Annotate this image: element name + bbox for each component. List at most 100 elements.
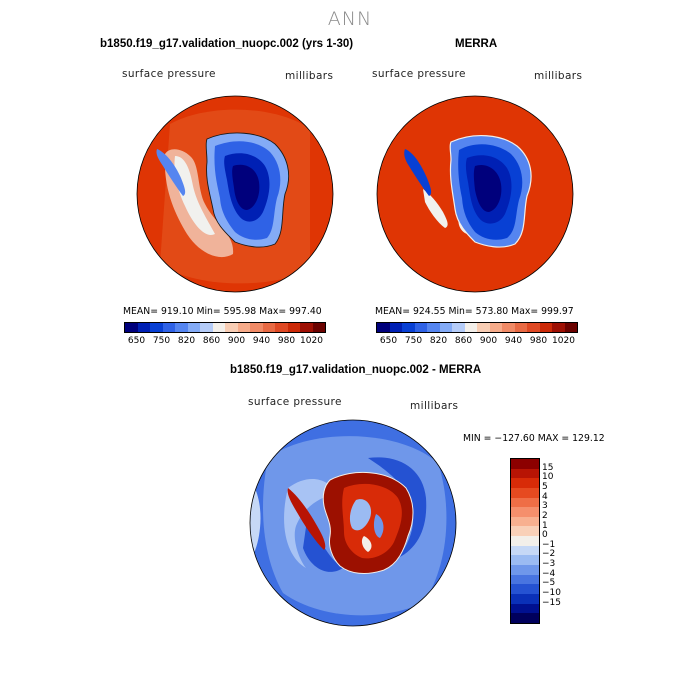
diff-colorbar-swatch (511, 613, 539, 623)
obs-colorbar-swatch (414, 323, 427, 332)
diff-colorbar-tick-label: 10 (542, 472, 554, 483)
diff-colorbar-tick-label: 4 (542, 491, 548, 502)
model-colorbar-swatch (275, 323, 288, 332)
model-colorbar (124, 322, 326, 333)
diff-colorbar-swatch (511, 507, 539, 517)
model-colorbar-swatch (137, 323, 150, 332)
obs-colorbar-swatch (502, 323, 515, 332)
obs-colorbar-tick-label: 1020 (552, 336, 575, 346)
obs-colorbar-tick-label: 900 (479, 336, 498, 346)
obs-colorbar-swatch (564, 323, 577, 332)
model-colorbar-swatch (287, 323, 300, 332)
obs-variable-label: surface pressure (372, 68, 466, 80)
diff-colorbar-tick-label: −4 (542, 568, 556, 579)
diff-min-max: MIN = −127.60 MAX = 129.12 (463, 433, 605, 444)
model-colorbar-swatch (150, 323, 163, 332)
model-colorbar-swatch (262, 323, 275, 332)
model-colorbar-swatch (312, 323, 325, 332)
obs-colorbar-swatch (527, 323, 540, 332)
obs-colorbar-swatch (489, 323, 502, 332)
obs-colorbar-swatch (439, 323, 452, 332)
obs-colorbar-swatch (389, 323, 402, 332)
obs-colorbar-swatch (464, 323, 477, 332)
model-colorbar-swatch (237, 323, 250, 332)
obs-panel-title: MERRA (455, 38, 498, 50)
obs-colorbar-swatch (552, 323, 565, 332)
obs-polar-map (376, 95, 574, 293)
diff-colorbar-swatch (511, 487, 539, 498)
obs-colorbar-tick-label: 750 (404, 336, 423, 346)
model-colorbar-tick-label: 980 (277, 336, 296, 346)
diff-colorbar-swatch (511, 536, 539, 546)
obs-colorbar-swatch (427, 323, 440, 332)
obs-units-label: millibars (534, 70, 583, 82)
model-colorbar-swatch (162, 323, 175, 332)
model-colorbar-tick-label: 1020 (300, 336, 323, 346)
diff-colorbar-swatch (511, 526, 539, 537)
diff-colorbar-tick-label: −10 (542, 588, 561, 599)
model-colorbar-tick-label: 650 (127, 336, 146, 346)
diff-colorbar-swatch (511, 497, 539, 508)
model-variable-label: surface pressure (122, 68, 216, 80)
model-colorbar-swatch (250, 323, 263, 332)
obs-stats: MEAN= 924.55 Min= 573.80 Max= 999.97 (375, 306, 574, 317)
model-colorbar-swatch (300, 323, 313, 332)
model-colorbar-tick-label: 940 (252, 336, 271, 346)
diff-colorbar-tick-label: −2 (542, 549, 556, 560)
model-colorbar-swatch (225, 323, 238, 332)
obs-colorbar-tick-label: 980 (529, 336, 548, 346)
obs-colorbar-swatch (402, 323, 415, 332)
diff-units-label: millibars (410, 400, 459, 412)
model-units-label: millibars (285, 70, 334, 82)
model-colorbar-tick-label: 860 (202, 336, 221, 346)
diff-colorbar-tick-label: 0 (542, 530, 548, 541)
diff-colorbar-tick-label: 3 (542, 501, 548, 512)
obs-colorbar-tick-label: 820 (429, 336, 448, 346)
obs-colorbar-swatch (514, 323, 527, 332)
model-colorbar-swatch (187, 323, 200, 332)
diff-colorbar-swatch (511, 478, 539, 488)
model-stats: MEAN= 919.10 Min= 595.98 Max= 997.40 (123, 306, 322, 317)
model-colorbar-swatch (212, 323, 225, 332)
obs-colorbar-swatch (377, 323, 390, 332)
diff-variable-label: surface pressure (248, 396, 342, 408)
obs-colorbar-swatch (477, 323, 490, 332)
diff-colorbar-swatch (511, 555, 539, 566)
diff-colorbar (510, 458, 540, 624)
model-panel-title: b1850.f19_g17.validation_nuopc.002 (yrs … (100, 38, 354, 50)
diff-colorbar-swatch (511, 603, 539, 614)
diff-colorbar-tick-label: 2 (542, 510, 548, 521)
diff-polar-map (249, 419, 457, 627)
diff-colorbar-tick-label: −1 (542, 539, 556, 550)
diff-colorbar-swatch (511, 574, 539, 585)
diff-colorbar-tick-label: 1 (542, 520, 548, 531)
obs-colorbar-tick-label: 940 (504, 336, 523, 346)
diff-colorbar-tick-label: −3 (542, 559, 556, 570)
diff-colorbar-swatch (511, 459, 539, 469)
obs-colorbar-tick-label: 650 (379, 336, 398, 346)
obs-colorbar-tick-label: 860 (454, 336, 473, 346)
main-title: ANN (327, 8, 373, 30)
diff-colorbar-swatch (511, 593, 539, 604)
obs-colorbar (376, 322, 578, 333)
diff-colorbar-swatch (511, 468, 539, 479)
diff-colorbar-swatch (511, 584, 539, 594)
diff-colorbar-swatch (511, 516, 539, 527)
model-colorbar-swatch (200, 323, 213, 332)
diff-colorbar-tick-label: −5 (542, 578, 556, 589)
model-colorbar-swatch (125, 323, 138, 332)
diff-colorbar-tick-label: 15 (542, 462, 554, 473)
model-colorbar-tick-label: 750 (152, 336, 171, 346)
model-colorbar-tick-label: 900 (227, 336, 246, 346)
model-colorbar-tick-label: 820 (177, 336, 196, 346)
diff-colorbar-ticks: 15 10 5 4 3 2 1 0 −1 −2 −3 −4 −5 −10 −15 (542, 458, 582, 622)
obs-colorbar-swatch (452, 323, 465, 332)
diff-colorbar-swatch (511, 565, 539, 575)
model-polar-map (136, 95, 334, 293)
diff-colorbar-tick-label: 5 (542, 481, 548, 492)
model-colorbar-swatch (175, 323, 188, 332)
diff-panel-title: b1850.f19_g17.validation_nuopc.002 - MER… (230, 364, 482, 376)
obs-colorbar-swatch (539, 323, 552, 332)
diff-colorbar-swatch (511, 545, 539, 556)
diff-colorbar-tick-label: −15 (542, 597, 561, 608)
